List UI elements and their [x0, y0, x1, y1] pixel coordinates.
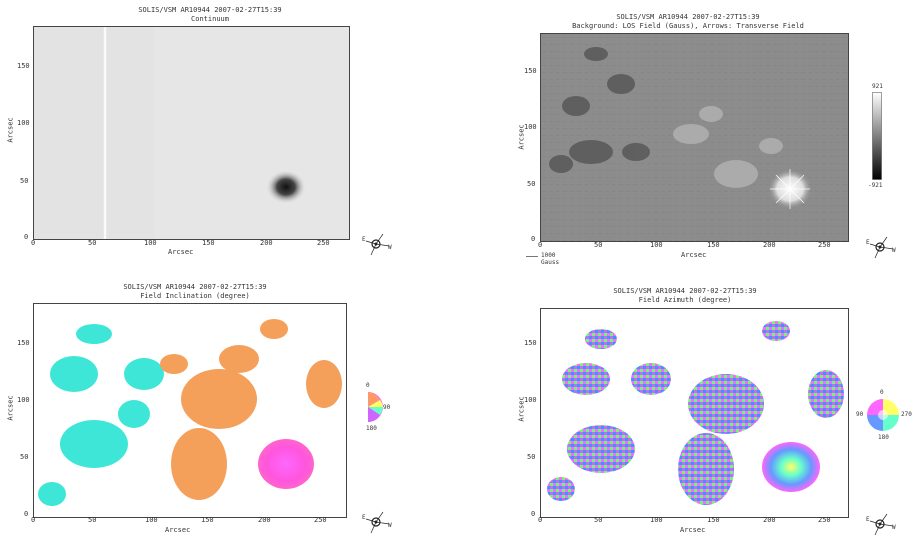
p4-xtick-5: 250 — [818, 516, 831, 524]
p4-xtick-3: 150 — [707, 516, 720, 524]
compass-e: E — [362, 514, 366, 521]
p4-xtick-1: 50 — [594, 516, 603, 524]
p4-ytick-0: 0 — [531, 510, 536, 518]
panel3-xlabel: Arcsec — [165, 526, 191, 534]
p2-xtick-4: 200 — [763, 241, 776, 249]
az-wheel-left: 90 — [856, 411, 864, 418]
panel1-subtitle: Continuum — [191, 15, 229, 23]
p1-xtick-0: 0 — [31, 239, 36, 247]
panel3-ylabel: Arcsec — [6, 395, 15, 421]
colorbar-min: -921 — [868, 182, 883, 189]
p3-ytick-0: 0 — [24, 510, 29, 518]
panel1-xlabel: Arcsec — [168, 248, 194, 256]
p1-xtick-4: 200 — [260, 239, 273, 247]
p2-xtick-1: 50 — [594, 241, 603, 249]
colorbar-max: 921 — [872, 83, 883, 90]
sunspot — [266, 170, 306, 204]
p2-ytick-0: 0 — [531, 235, 536, 243]
incl-wheel-right: 90 — [383, 404, 391, 411]
p2-xtick-5: 250 — [818, 241, 831, 249]
az-wheel-bottom: 180 — [878, 434, 889, 441]
legend-1000-gauss: 1000 Gauss — [541, 252, 560, 266]
los-field-plot — [540, 33, 849, 242]
sunspot — [258, 439, 314, 489]
p1-ytick-2: 100 — [17, 119, 30, 127]
compass-e: E — [866, 239, 870, 246]
panel1-title: SOLIS/VSM AR10944 2007-02-27T15:39 — [138, 6, 282, 14]
panel4-subtitle: Field Azimuth (degree) — [638, 296, 732, 304]
p4-xtick-2: 100 — [650, 516, 663, 524]
compass-e: E — [866, 516, 870, 523]
p4-xtick-4: 200 — [763, 516, 776, 524]
legend-arrow-scale — [526, 256, 538, 257]
panel2-xlabel: Arcsec — [681, 251, 707, 259]
incl-wheel-bottom: 180 — [366, 425, 377, 432]
compass-w: W — [388, 244, 392, 251]
panel1-ylabel: Arcsec — [6, 117, 15, 143]
p4-ytick-1: 50 — [527, 453, 536, 461]
panel4-title: SOLIS/VSM AR10944 2007-02-27T15:39 — [613, 287, 757, 295]
p2-xtick-3: 150 — [707, 241, 720, 249]
panel3-title: SOLIS/VSM AR10944 2007-02-27T15:39 — [123, 283, 267, 291]
p1-ytick-3: 150 — [17, 62, 30, 70]
panel3-subtitle: Field Inclination (degree) — [140, 292, 250, 300]
p2-ytick-2: 100 — [524, 123, 537, 131]
p2-ytick-3: 150 — [524, 67, 537, 75]
incl-wheel-top: 0 — [366, 382, 370, 389]
p3-ytick-3: 150 — [17, 339, 30, 347]
inclination-colorwheel — [368, 392, 383, 422]
az-wheel-top: 0 — [880, 389, 884, 396]
compass-w: W — [388, 522, 392, 529]
p4-xtick-0: 0 — [538, 516, 543, 524]
p2-xtick-0: 0 — [538, 241, 543, 249]
p3-xtick-2: 100 — [145, 516, 158, 524]
compass-rose-4: E W — [866, 508, 896, 538]
compass-icon — [365, 233, 390, 256]
p3-xtick-3: 150 — [201, 516, 214, 524]
sunspot — [762, 442, 820, 492]
azimuth-plot — [540, 308, 849, 518]
compass-icon — [869, 513, 894, 536]
p2-ytick-1: 50 — [527, 180, 536, 188]
los-colorbar — [872, 92, 882, 180]
compass-rose-2: E W — [866, 231, 896, 261]
azimuth-colorwheel — [867, 399, 899, 431]
p3-xtick-4: 200 — [258, 516, 271, 524]
compass-icon — [365, 511, 390, 534]
p3-xtick-5: 250 — [314, 516, 327, 524]
compass-w: W — [892, 524, 896, 531]
compass-rose-1: E W — [362, 228, 392, 258]
p3-xtick-0: 0 — [31, 516, 36, 524]
az-wheel-right: 270 — [901, 411, 912, 418]
p1-xtick-5: 250 — [317, 239, 330, 247]
panel2-title: SOLIS/VSM AR10944 2007-02-27T15:39 — [616, 13, 760, 21]
p1-ytick-1: 50 — [20, 177, 29, 185]
compass-icon — [869, 236, 894, 259]
continuum-plot — [33, 26, 350, 240]
p1-xtick-2: 100 — [144, 239, 157, 247]
p2-xtick-2: 100 — [650, 241, 663, 249]
p1-xtick-1: 50 — [88, 239, 97, 247]
p1-ytick-0: 0 — [24, 233, 29, 241]
compass-e: E — [362, 236, 366, 243]
compass-w: W — [892, 247, 896, 254]
panel2-subtitle: Background: LOS Field (Gauss), Arrows: T… — [572, 22, 804, 30]
p4-ytick-3: 150 — [524, 339, 537, 347]
p1-xtick-3: 150 — [202, 239, 215, 247]
inclination-plot — [33, 303, 347, 518]
p4-ytick-2: 100 — [524, 396, 537, 404]
p3-ytick-1: 50 — [20, 453, 29, 461]
p3-ytick-2: 100 — [17, 396, 30, 404]
panel4-xlabel: Arcsec — [680, 526, 706, 534]
compass-rose-3: E W — [362, 506, 392, 536]
p3-xtick-1: 50 — [88, 516, 97, 524]
